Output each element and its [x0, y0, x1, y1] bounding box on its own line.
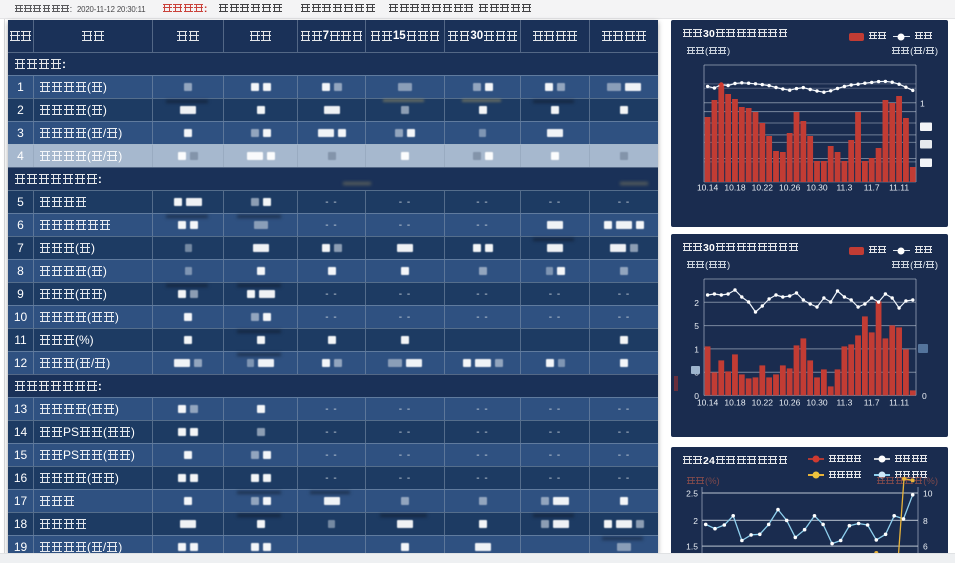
svg-text:10.22: 10.22 [752, 183, 774, 193]
svg-text:11.3: 11.3 [836, 183, 852, 193]
svg-text:2: 2 [694, 298, 699, 308]
svg-text:0: 0 [694, 391, 699, 401]
svg-text:10.18: 10.18 [724, 398, 746, 408]
svg-text:1: 1 [694, 344, 699, 354]
svg-text:10.30: 10.30 [806, 183, 828, 193]
svg-text:10.14: 10.14 [697, 398, 719, 408]
svg-text:11.11: 11.11 [889, 398, 909, 408]
svg-text:10: 10 [923, 489, 933, 499]
svg-text:11.7: 11.7 [864, 398, 880, 408]
svg-text:2.5: 2.5 [686, 489, 698, 499]
svg-text:1: 1 [920, 99, 925, 109]
svg-text:10.14: 10.14 [697, 183, 719, 193]
svg-text:6: 6 [923, 542, 928, 552]
svg-text:10.30: 10.30 [806, 398, 828, 408]
svg-text:10.26: 10.26 [779, 183, 801, 193]
svg-text:0: 0 [922, 391, 927, 401]
svg-text:11.3: 11.3 [836, 398, 852, 408]
svg-text:10.18: 10.18 [724, 183, 746, 193]
svg-text:8: 8 [923, 516, 928, 526]
svg-text:11.11: 11.11 [889, 183, 909, 193]
svg-text:11.7: 11.7 [864, 183, 880, 193]
svg-text:1.5: 1.5 [686, 542, 698, 552]
svg-text:10.26: 10.26 [779, 398, 801, 408]
svg-text:2: 2 [693, 516, 698, 526]
svg-text:5: 5 [694, 321, 699, 331]
svg-text:10.22: 10.22 [752, 398, 774, 408]
